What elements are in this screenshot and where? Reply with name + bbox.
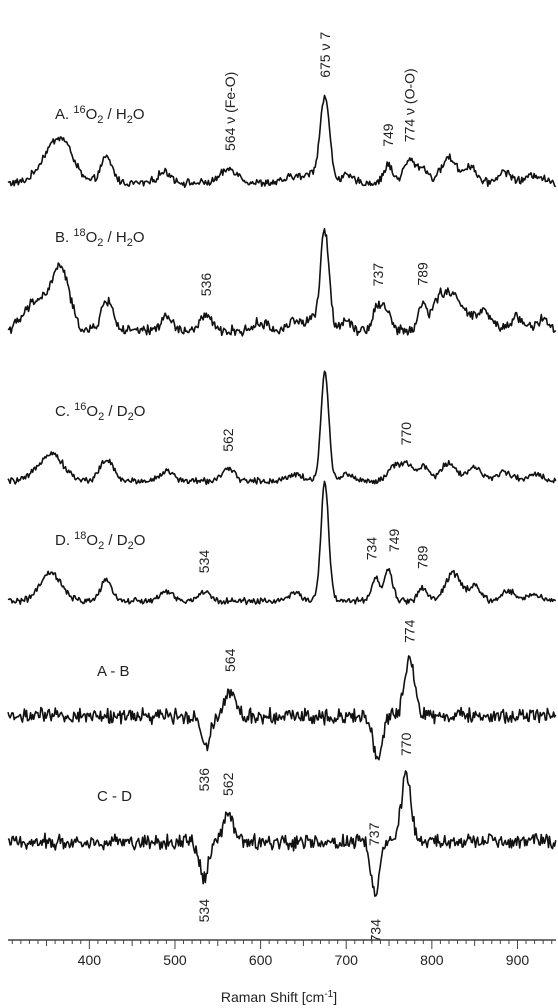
peak-label: 562 bbox=[220, 428, 236, 452]
spectrum-line-b bbox=[7, 228, 557, 337]
x-axis: 400 500 600 700 800 900 bbox=[8, 939, 556, 968]
trace-label-c: C. 16O2 / D2O bbox=[55, 401, 145, 423]
trace-label-d: D. 18O2 / D2O bbox=[55, 530, 145, 552]
peak-label: 789 bbox=[414, 262, 430, 286]
peak-label: 774 bbox=[402, 619, 418, 643]
peak-label: 534 bbox=[196, 899, 212, 923]
x-axis-title: Raman Shift [cm-1] bbox=[221, 989, 337, 1005]
peak-label: 564 bbox=[222, 648, 238, 672]
spectrum-line-ab bbox=[7, 655, 557, 761]
x-tick-label: 800 bbox=[420, 952, 444, 968]
trace-label-ab: A - B bbox=[97, 663, 130, 680]
peak-label: 536 bbox=[198, 273, 214, 297]
spectra-traces bbox=[7, 94, 557, 897]
x-tick-label: 900 bbox=[506, 952, 530, 968]
peak-label: 675 ν 7 bbox=[317, 32, 333, 78]
peak-label: 737 bbox=[366, 822, 382, 846]
spectrum-line-cd bbox=[7, 770, 557, 897]
spectrum-line-a bbox=[7, 94, 557, 188]
peak-label: 770 bbox=[398, 732, 414, 756]
x-tick-label: 500 bbox=[163, 952, 187, 968]
trace-label-cd: C - D bbox=[97, 788, 132, 805]
trace-label-a: A. 16O2 / H2O bbox=[55, 104, 145, 126]
spectrum-line-c bbox=[7, 370, 557, 486]
peak-label: 737 bbox=[370, 263, 386, 287]
peak-label: 734 bbox=[367, 919, 383, 943]
peak-label: 749 bbox=[386, 529, 402, 553]
peak-label: 749 bbox=[380, 123, 396, 147]
x-tick-label: 700 bbox=[335, 952, 359, 968]
x-tick-label: 600 bbox=[249, 952, 273, 968]
spectrum-line-d bbox=[7, 480, 557, 606]
peak-label: 564 ν (Fe-O) bbox=[222, 72, 238, 151]
peak-annotations: 564 ν (Fe-O) 675 ν 7 749 774 ν (O-O) 536 737 7… bbox=[196, 32, 431, 943]
peak-label: 536 bbox=[196, 768, 212, 792]
x-tick-label: 400 bbox=[78, 952, 102, 968]
peak-label: 562 bbox=[220, 772, 236, 796]
trace-label-b: B. 18O2 / H2O bbox=[55, 227, 145, 249]
peak-label: 734 bbox=[363, 537, 379, 561]
trace-labels: A. 16O2 / H2O B. 18O2 / H2O C. 16O2 / D2O D… bbox=[55, 104, 145, 805]
peak-label: 774 ν (O-O) bbox=[402, 68, 418, 142]
peak-label: 789 bbox=[414, 545, 430, 569]
peak-label: 534 bbox=[196, 550, 212, 574]
peak-label: 770 bbox=[398, 422, 414, 446]
